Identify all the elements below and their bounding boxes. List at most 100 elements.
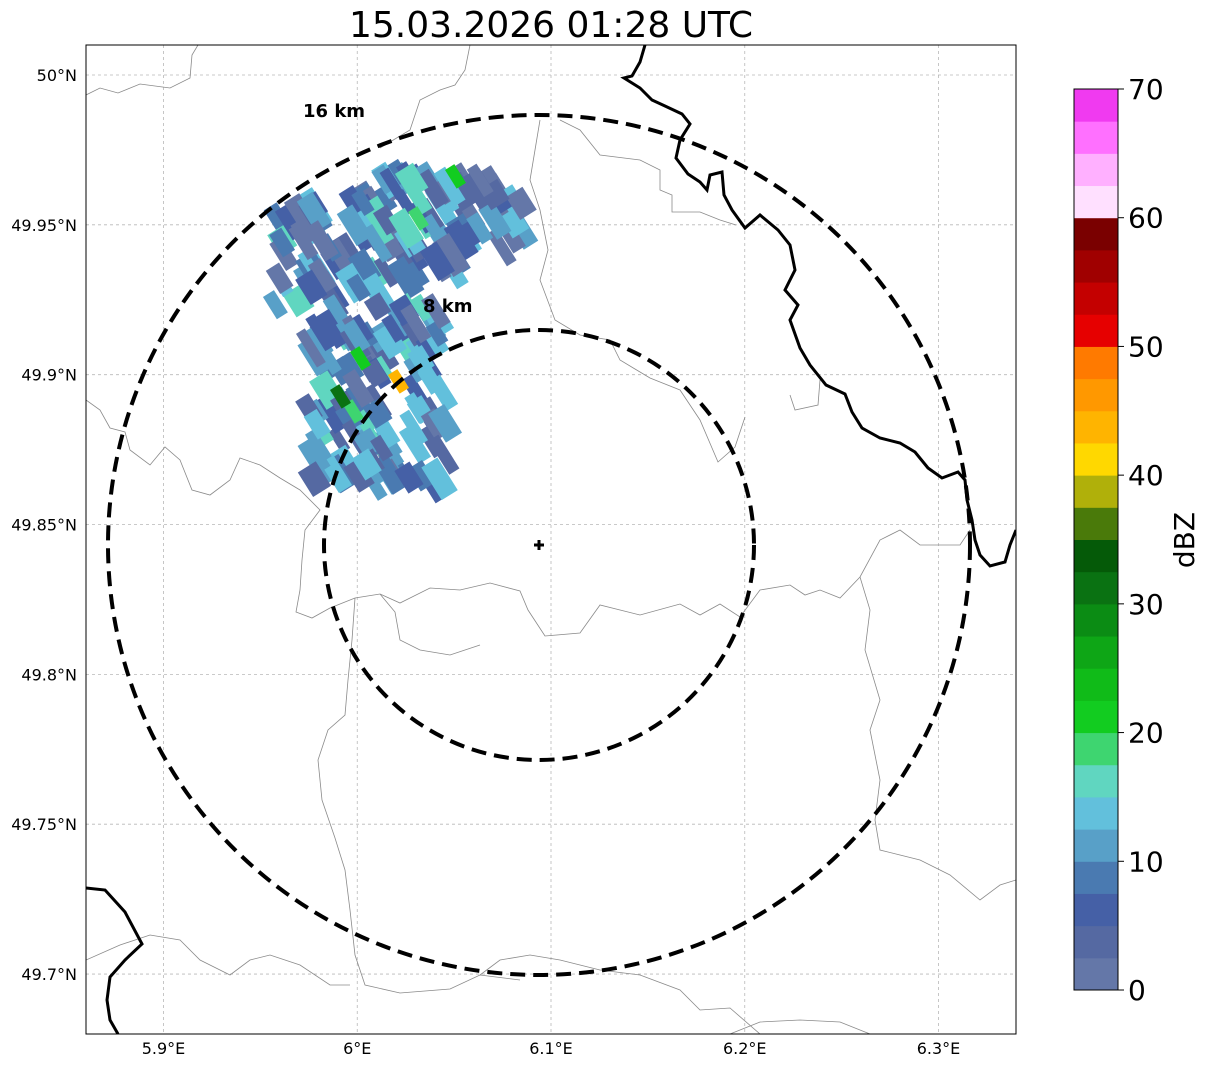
echo-cell xyxy=(370,434,394,462)
echo-cell xyxy=(265,262,294,294)
colorbar-band xyxy=(1074,153,1118,187)
echo-cell xyxy=(400,304,432,344)
echo-cell xyxy=(421,293,451,330)
colorbar-band xyxy=(1074,217,1118,251)
y-tick-label: 49.95°N xyxy=(11,216,77,235)
y-tick-label: 49.85°N xyxy=(11,516,77,535)
colorbar-tick-label: 40 xyxy=(1128,459,1164,492)
colorbar-tick-label: 50 xyxy=(1128,330,1164,363)
echo-cell xyxy=(296,191,332,233)
x-tick-label: 6.3°E xyxy=(917,1039,961,1058)
echo-cell xyxy=(394,162,429,199)
echo-cell xyxy=(336,204,373,246)
echo-cell xyxy=(394,461,424,494)
echo-cell xyxy=(372,204,401,236)
map-area: 8 km 16 km xyxy=(86,45,1016,1034)
echo-cell xyxy=(362,223,393,263)
colorbar-band xyxy=(1074,442,1118,476)
echo-cell xyxy=(466,163,494,198)
admin-boundary xyxy=(789,379,821,411)
colorbar-band xyxy=(1074,603,1118,637)
colorbar-band xyxy=(1074,314,1118,347)
echo-cell xyxy=(297,461,332,497)
radar-site-marker xyxy=(534,540,544,550)
echo-cell xyxy=(399,409,429,447)
echo-cell xyxy=(410,293,434,322)
range-rings xyxy=(106,113,972,977)
echo-cell xyxy=(343,457,375,493)
echo-cell xyxy=(322,319,347,350)
colorbar-band xyxy=(1074,732,1118,766)
colorbar-band xyxy=(1074,796,1118,830)
colorbar-band xyxy=(1074,378,1118,412)
echo-cell xyxy=(353,427,383,459)
range-ring-label-16km: 16 km xyxy=(303,101,365,122)
echo-cell xyxy=(295,269,328,305)
range-ring-8km xyxy=(322,328,756,762)
echo-cell xyxy=(393,188,416,216)
echo-cell xyxy=(478,200,512,240)
echo-cell xyxy=(351,448,382,481)
y-tick-label: 49.8°N xyxy=(21,665,77,684)
colorbar-band xyxy=(1074,475,1118,508)
echo-cell xyxy=(330,384,351,409)
colorbar-tick-label: 30 xyxy=(1128,588,1164,621)
range-ring-16km xyxy=(106,113,972,977)
echo-cell xyxy=(406,460,436,492)
y-axis-ticks: 50°N 49.95°N 49.9°N 49.85°N 49.8°N 49.75°N 49.… xyxy=(11,66,77,984)
echo-cell xyxy=(342,399,364,424)
echo-cell xyxy=(363,292,392,322)
colorbar-band xyxy=(1074,121,1118,154)
y-tick-label: 50°N xyxy=(37,66,77,85)
echo-cell xyxy=(307,258,337,294)
admin-boundary xyxy=(379,593,481,656)
colorbar-band xyxy=(1074,539,1118,573)
colorbar-band xyxy=(1074,185,1118,219)
echo-cell xyxy=(362,397,393,429)
echo-cell xyxy=(372,185,398,214)
admin-boundary xyxy=(859,576,1016,901)
echo-cell xyxy=(398,424,432,465)
echo-cell xyxy=(408,206,429,231)
echo-cell xyxy=(381,314,406,343)
colorbar-tick-label: 0 xyxy=(1128,974,1146,1007)
admin-boundary xyxy=(599,969,761,1034)
colorbar-tick-label: 10 xyxy=(1128,845,1164,878)
x-axis-ticks: 5.9°E 6°E 6.1°E 6.2°E 6.3°E xyxy=(142,1039,961,1058)
colorbar-band xyxy=(1074,668,1118,701)
echo-cell xyxy=(346,273,371,302)
echo-cell xyxy=(428,434,460,475)
colorbar-tick-label: 60 xyxy=(1128,202,1164,235)
admin-boundary xyxy=(729,1019,871,1034)
colorbar-band xyxy=(1074,507,1118,540)
echo-cell xyxy=(373,255,399,288)
map-frame xyxy=(85,44,1017,1035)
echo-cell xyxy=(419,241,455,282)
echo-cell xyxy=(425,320,449,347)
colorbar-band xyxy=(1074,410,1118,444)
echo-cell xyxy=(486,227,517,267)
admin-boundary xyxy=(86,399,971,637)
echo-cell xyxy=(290,217,316,247)
y-tick-label: 49.9°N xyxy=(21,366,77,385)
colorbar-band xyxy=(1074,636,1118,669)
colorbar-tick-label: 20 xyxy=(1128,717,1164,750)
echo-cell xyxy=(387,255,425,300)
admin-boundary xyxy=(379,45,471,149)
colorbar-tick-label: 70 xyxy=(1128,73,1164,106)
colorbar-band xyxy=(1074,700,1118,734)
echo-cell xyxy=(262,290,288,320)
y-tick-label: 49.75°N xyxy=(11,815,77,834)
echo-cell xyxy=(342,368,375,408)
echo-cell xyxy=(388,207,424,249)
colorbar-band xyxy=(1074,893,1118,927)
admin-boundary xyxy=(479,954,601,976)
echo-cell xyxy=(415,168,449,210)
colorbar-band xyxy=(1074,89,1118,122)
echo-cell xyxy=(445,164,466,189)
echo-cell xyxy=(295,328,326,368)
echo-cell xyxy=(303,408,331,440)
echo-cell xyxy=(269,227,296,258)
echo-cell xyxy=(421,213,445,242)
